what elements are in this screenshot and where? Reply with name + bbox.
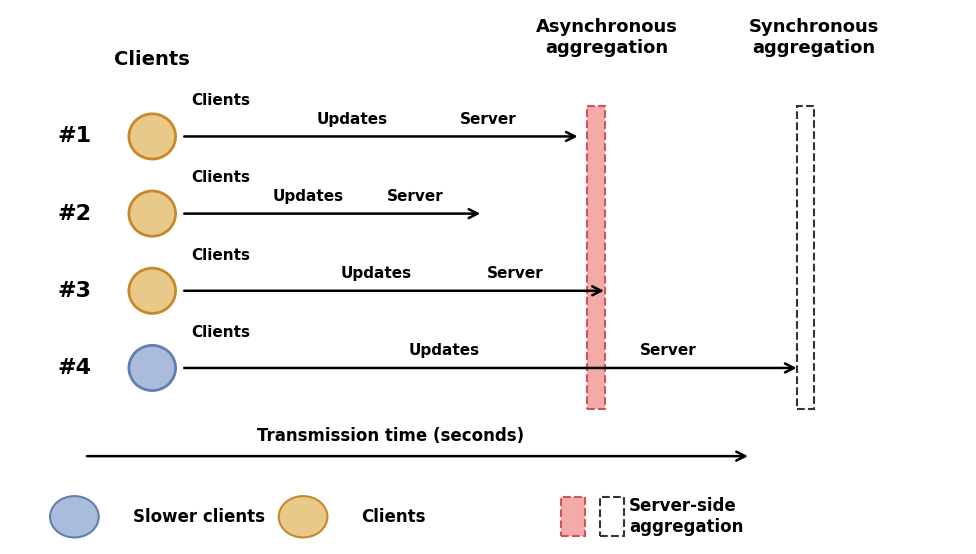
Ellipse shape bbox=[129, 114, 176, 159]
Ellipse shape bbox=[279, 496, 327, 537]
Text: Updates: Updates bbox=[272, 189, 344, 204]
Text: Clients: Clients bbox=[361, 508, 426, 526]
Text: Updates: Updates bbox=[341, 266, 412, 281]
Text: Transmission time (seconds): Transmission time (seconds) bbox=[257, 427, 524, 445]
Text: #4: #4 bbox=[58, 358, 92, 378]
Text: #1: #1 bbox=[58, 126, 92, 146]
Bar bbox=[588, 106, 605, 409]
Text: Updates: Updates bbox=[316, 111, 387, 126]
Ellipse shape bbox=[50, 496, 99, 537]
Bar bbox=[561, 497, 586, 536]
Text: Clients: Clients bbox=[191, 248, 250, 263]
Text: Synchronous
aggregation: Synchronous aggregation bbox=[749, 18, 879, 57]
Bar bbox=[600, 497, 625, 536]
Text: Clients: Clients bbox=[191, 325, 250, 340]
Ellipse shape bbox=[129, 191, 176, 236]
Bar bbox=[796, 106, 814, 409]
Ellipse shape bbox=[129, 268, 176, 314]
Ellipse shape bbox=[129, 345, 176, 391]
Text: Clients: Clients bbox=[191, 171, 250, 186]
Text: Server: Server bbox=[460, 111, 516, 126]
Text: Slower clients: Slower clients bbox=[133, 508, 264, 526]
Text: Server: Server bbox=[639, 343, 697, 358]
Text: Server: Server bbox=[386, 189, 443, 204]
Text: Server-side
aggregation: Server-side aggregation bbox=[630, 497, 744, 536]
Text: Updates: Updates bbox=[409, 343, 480, 358]
Text: Clients: Clients bbox=[191, 93, 250, 109]
Text: Asynchronous
aggregation: Asynchronous aggregation bbox=[536, 18, 677, 57]
Text: #2: #2 bbox=[58, 204, 92, 224]
Text: #3: #3 bbox=[58, 281, 92, 301]
Text: Clients: Clients bbox=[114, 50, 190, 69]
Text: Server: Server bbox=[487, 266, 544, 281]
